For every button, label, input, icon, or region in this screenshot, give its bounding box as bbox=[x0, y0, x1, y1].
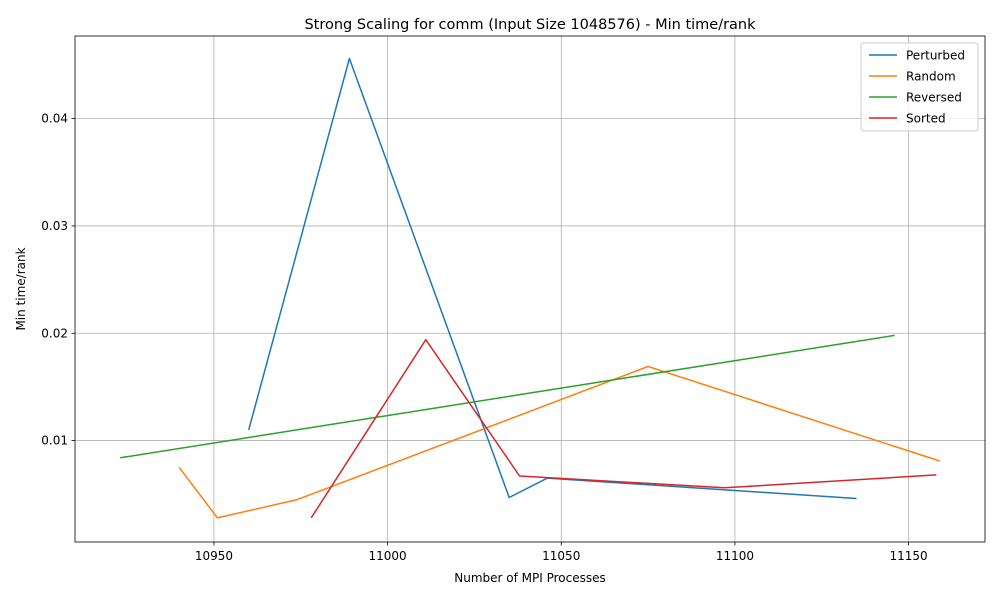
legend: Perturbed Random Reversed Sorted bbox=[860, 42, 979, 132]
series-line-sorted bbox=[310, 338, 937, 519]
y-axis-title: Min time/rank bbox=[14, 247, 28, 330]
legend-label-sorted: Sorted bbox=[906, 112, 946, 126]
plot-area-frame bbox=[74, 35, 986, 543]
legend-label-random: Random bbox=[906, 70, 956, 84]
series-lines bbox=[120, 57, 941, 519]
x-tick-label: 10950 bbox=[195, 549, 233, 563]
y-tick-label: 0.01 bbox=[41, 434, 68, 448]
x-tick-label: 11050 bbox=[542, 549, 580, 563]
y-tick-label: 0.04 bbox=[41, 112, 68, 126]
legend-label-perturbed: Perturbed bbox=[906, 49, 965, 63]
chart-title: Strong Scaling for comm (Input Size 1048… bbox=[304, 17, 756, 33]
legend-box bbox=[860, 42, 979, 132]
x-axis-title: Number of MPI Processes bbox=[454, 571, 606, 585]
x-tick-label: 11000 bbox=[369, 549, 407, 563]
series-line-perturbed bbox=[247, 57, 857, 500]
x-tick-label: 11100 bbox=[716, 549, 754, 563]
y-tick-label: 0.03 bbox=[41, 219, 68, 233]
y-tick-label: 0.02 bbox=[41, 326, 68, 340]
x-axis-ticks: 10950 11000 11050 11100 11150 bbox=[195, 542, 928, 563]
x-tick-label: 11150 bbox=[889, 549, 927, 563]
series-line-random bbox=[178, 365, 941, 519]
series-line-reversed bbox=[120, 334, 895, 459]
legend-label-reversed: Reversed bbox=[906, 91, 962, 105]
y-axis-ticks: 0.01 0.02 0.03 0.04 bbox=[41, 112, 75, 448]
